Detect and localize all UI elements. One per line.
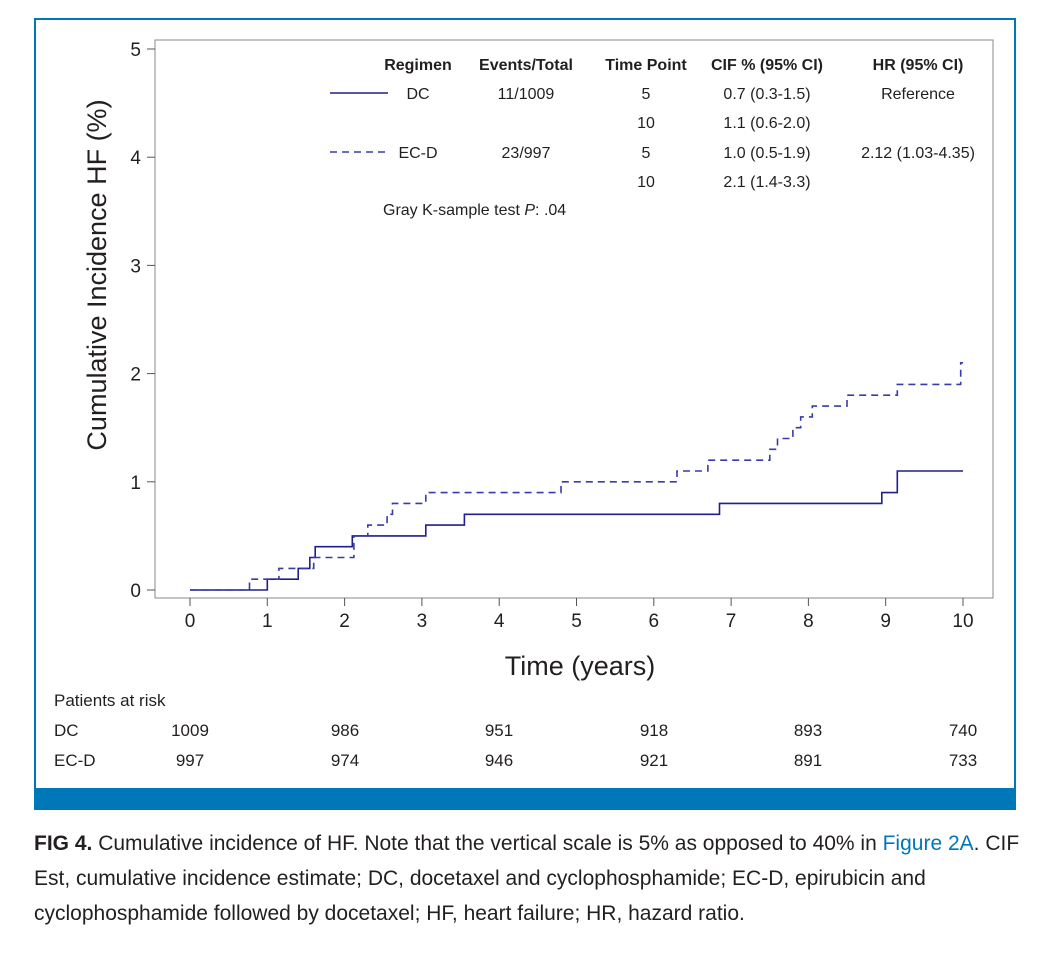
- figure-caption: FIG 4. Cumulative incidence of HF. Note …: [34, 826, 1024, 931]
- table-header: Regimen: [384, 57, 452, 74]
- table-cell: 1.1 (0.6-2.0): [723, 115, 810, 132]
- series-line-dc: [190, 470, 963, 591]
- x-axis-label: Time (years): [505, 651, 656, 681]
- table-cell: 5: [642, 145, 651, 162]
- table-cell: 10: [637, 174, 655, 191]
- table-cell: 2.12 (1.03-4.35): [861, 145, 975, 162]
- risk-count: 951: [484, 721, 514, 740]
- x-tick-label: 10: [952, 611, 973, 632]
- risk-count: 893: [793, 721, 823, 740]
- y-axis-label: Cumulative Incidence HF (%): [82, 99, 112, 450]
- risk-count: 997: [175, 751, 205, 770]
- risk-count: 921: [639, 751, 669, 770]
- caption-text-1: Cumulative incidence of HF. Note that th…: [92, 832, 883, 855]
- patients-at-risk-title: Patients at risk: [54, 691, 166, 710]
- risk-count: 918: [639, 721, 669, 740]
- table-cell: 1.0 (0.5-1.9): [723, 145, 810, 162]
- annotation-p-label: P: [524, 202, 535, 219]
- plot-area-frame: [154, 39, 994, 599]
- x-tick-label: 7: [726, 611, 737, 632]
- x-tick-label: 2: [339, 611, 350, 632]
- caption-text-2: . CIF Est, cumulative incidence estimate…: [34, 832, 1020, 925]
- caption-figure-link[interactable]: Figure 2A: [882, 832, 974, 855]
- table-cell: 10: [637, 115, 655, 132]
- table-cell: 11/1009: [498, 86, 555, 103]
- risk-count: 946: [484, 751, 514, 770]
- table-header: HR (95% CI): [873, 57, 964, 74]
- y-tick-label: 3: [130, 256, 141, 277]
- annotation-p-value: : .04: [535, 202, 566, 219]
- risk-count: 740: [948, 721, 978, 740]
- annotation-test-text: Gray K-sample test: [383, 202, 524, 219]
- y-tick-label: 2: [130, 365, 141, 386]
- table-cell: 0.7 (0.3-1.5): [723, 86, 810, 103]
- y-tick-label: 1: [130, 473, 141, 494]
- series-line-ec-d: [190, 362, 963, 591]
- table-header: Events/Total: [479, 57, 573, 74]
- y-tick-label: 0: [130, 581, 141, 602]
- figure-frame: [34, 18, 1016, 788]
- risk-count: 986: [330, 721, 360, 740]
- risk-count: 1009: [171, 721, 209, 740]
- table-cell: DC: [406, 86, 429, 103]
- x-tick-label: 1: [262, 611, 273, 632]
- x-tick-label: 4: [494, 611, 505, 632]
- x-tick-label: 5: [571, 611, 582, 632]
- table-cell: Reference: [881, 86, 955, 103]
- x-tick-label: 9: [880, 611, 891, 632]
- table-cell: 23/997: [502, 145, 551, 162]
- table-header: CIF % (95% CI): [711, 57, 823, 74]
- y-tick-label: 5: [130, 40, 141, 61]
- risk-row-label: DC: [54, 721, 79, 740]
- table-cell: EC-D: [398, 145, 437, 162]
- frame-bottom-bar: [34, 788, 1016, 810]
- x-tick-label: 0: [185, 611, 196, 632]
- risk-count: 733: [948, 751, 978, 770]
- x-tick-label: 8: [803, 611, 814, 632]
- risk-row-label: EC-D: [54, 751, 96, 770]
- risk-count: 974: [330, 751, 360, 770]
- x-tick-label: 6: [649, 611, 660, 632]
- x-tick-label: 3: [417, 611, 428, 632]
- caption-label: FIG 4.: [34, 832, 93, 855]
- gray-test-annotation: Gray K-sample test P: .04: [383, 202, 566, 219]
- table-header: Time Point: [605, 57, 687, 74]
- risk-count: 891: [793, 751, 823, 770]
- y-tick-label: 4: [130, 148, 141, 169]
- cumulative-incidence-chart: 0 1 2 3 4 5 0 1 2 3 4 5 6 7 8 9 10 Time (years) Cumulative…: [82, 39, 994, 681]
- table-cell: 5: [642, 86, 651, 103]
- table-cell: 2.1 (1.4-3.3): [723, 174, 810, 191]
